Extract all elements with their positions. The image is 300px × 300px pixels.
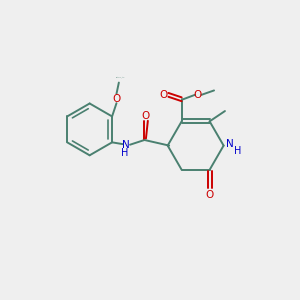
Text: N: N — [226, 139, 234, 149]
Text: N: N — [122, 140, 130, 150]
Text: O: O — [159, 90, 167, 100]
Text: methoxy_top: methoxy_top — [116, 76, 125, 78]
Text: H: H — [234, 146, 242, 156]
Text: O: O — [142, 111, 150, 122]
Text: H: H — [121, 148, 128, 158]
Text: O: O — [112, 94, 121, 104]
Text: O: O — [206, 190, 214, 200]
Text: O: O — [194, 90, 202, 100]
